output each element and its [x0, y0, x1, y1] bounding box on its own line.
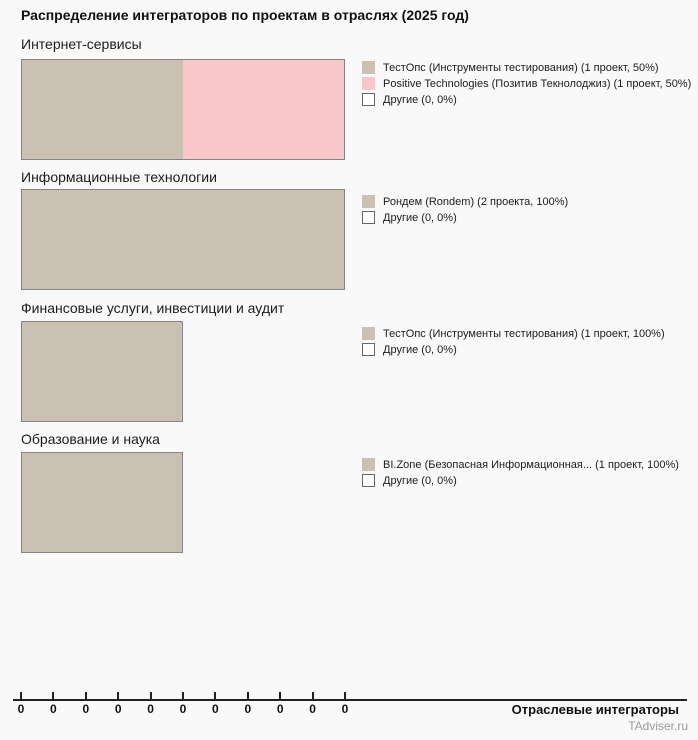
bar-internet-services — [21, 59, 345, 160]
legend-internet-services: ТестОпс (Инструменты тестирования) (1 пр… — [362, 61, 691, 106]
bar-financial-services — [21, 321, 183, 422]
x-axis-tick-label: 0 — [17, 702, 25, 716]
x-axis-tick-label: 0 — [244, 702, 252, 716]
bar-segment-positive-technologies — [183, 60, 344, 159]
legend-item: Positive Technologies (Позитив Текнолодж… — [362, 77, 691, 90]
x-axis-tick — [246, 692, 249, 700]
legend-label: BI.Zone (Безопасная Информационная... (1… — [383, 458, 679, 471]
legend-item: Другие (0, 0%) — [362, 211, 568, 224]
x-axis-tick — [182, 692, 184, 700]
x-axis-tick-label: 0 — [147, 702, 154, 716]
legend-swatch-tan-icon — [362, 195, 375, 208]
legend-financial-services: ТестОпс (Инструменты тестирования) (1 пр… — [362, 327, 665, 356]
x-axis-tick — [214, 692, 217, 700]
bar-segment-testops — [22, 322, 182, 421]
x-axis-tick-label: 0 — [179, 702, 187, 716]
x-axis-title: Отраслевые интеграторы — [511, 702, 679, 717]
x-axis-tick-label: 0 — [82, 702, 90, 716]
x-axis-tick-label: 0 — [309, 702, 316, 716]
legend-item: Рондем (Rondem) (2 проекта, 100%) — [362, 195, 568, 208]
legend-swatch-other-icon — [362, 474, 375, 487]
x-axis-tick — [52, 692, 55, 700]
x-axis-line — [13, 699, 687, 701]
legend-item: ТестОпс (Инструменты тестирования) (1 пр… — [362, 61, 691, 74]
legend-item: Другие (0, 0%) — [362, 93, 691, 106]
bar-education-science — [21, 452, 183, 553]
x-axis-tick — [279, 692, 282, 700]
legend-label: Рондем (Rondem) (2 проекта, 100%) — [383, 195, 569, 208]
chart-title: Распределение интеграторов по проектам в… — [21, 7, 469, 23]
legend-label: Другие (0, 0%) — [383, 474, 457, 487]
x-axis-tick-label: 0 — [212, 702, 219, 716]
bar-segment-testops — [22, 60, 183, 159]
legend-swatch-tan-icon — [362, 61, 375, 74]
legend-swatch-pink-icon — [362, 77, 375, 90]
legend-item: Другие (0, 0%) — [362, 474, 679, 487]
legend-swatch-tan-icon — [362, 327, 375, 340]
x-axis-tick — [117, 692, 120, 700]
x-axis-tick-label: 0 — [114, 702, 122, 716]
legend-item: BI.Zone (Безопасная Информационная... (1… — [362, 458, 679, 471]
legend-label: Другие (0, 0%) — [383, 343, 457, 356]
legend-swatch-other-icon — [362, 343, 375, 356]
legend-item: Другие (0, 0%) — [362, 343, 665, 356]
x-axis-tick-label: 0 — [341, 702, 349, 716]
legend-swatch-tan-icon — [362, 458, 375, 471]
x-axis-tick — [149, 692, 152, 700]
legend-label: Positive Technologies (Позитив Текнолодж… — [383, 77, 692, 90]
legend-label: ТестОпс (Инструменты тестирования) (1 пр… — [383, 327, 665, 340]
section-title-internet-services: Интернет-сервисы — [21, 36, 142, 52]
x-axis-tick-label: 0 — [50, 702, 57, 716]
bar-segment-bizone — [22, 453, 182, 552]
x-axis-tick — [311, 692, 314, 700]
x-axis: 0 0 0 0 0 0 0 0 0 0 0 — [0, 692, 698, 736]
legend-label: Другие (0, 0%) — [383, 93, 457, 106]
section-title-financial-services: Финансовые услуги, инвестиции и аудит — [21, 300, 285, 316]
bar-information-technology — [21, 189, 345, 290]
x-axis-tick — [84, 692, 87, 700]
legend-label: Другие (0, 0%) — [383, 211, 457, 224]
watermark-tadviser: TAdviser.ru — [628, 719, 688, 733]
bar-segment-rondem — [22, 190, 344, 289]
section-title-education-science: Образование и наука — [21, 431, 160, 447]
legend-swatch-other-icon — [362, 93, 375, 106]
section-title-information-technology: Информационные технологии — [21, 169, 217, 185]
x-axis-tick — [20, 692, 22, 700]
legend-item: ТестОпс (Инструменты тестирования) (1 пр… — [362, 327, 665, 340]
legend-education-science: BI.Zone (Безопасная Информационная... (1… — [362, 458, 679, 487]
x-axis-tick — [344, 692, 346, 700]
legend-swatch-other-icon — [362, 211, 375, 224]
legend-information-technology: Рондем (Rondem) (2 проекта, 100%) Другие… — [362, 195, 568, 224]
x-axis-tick-label: 0 — [276, 702, 284, 716]
legend-label: ТестОпс (Инструменты тестирования) (1 пр… — [383, 61, 659, 74]
